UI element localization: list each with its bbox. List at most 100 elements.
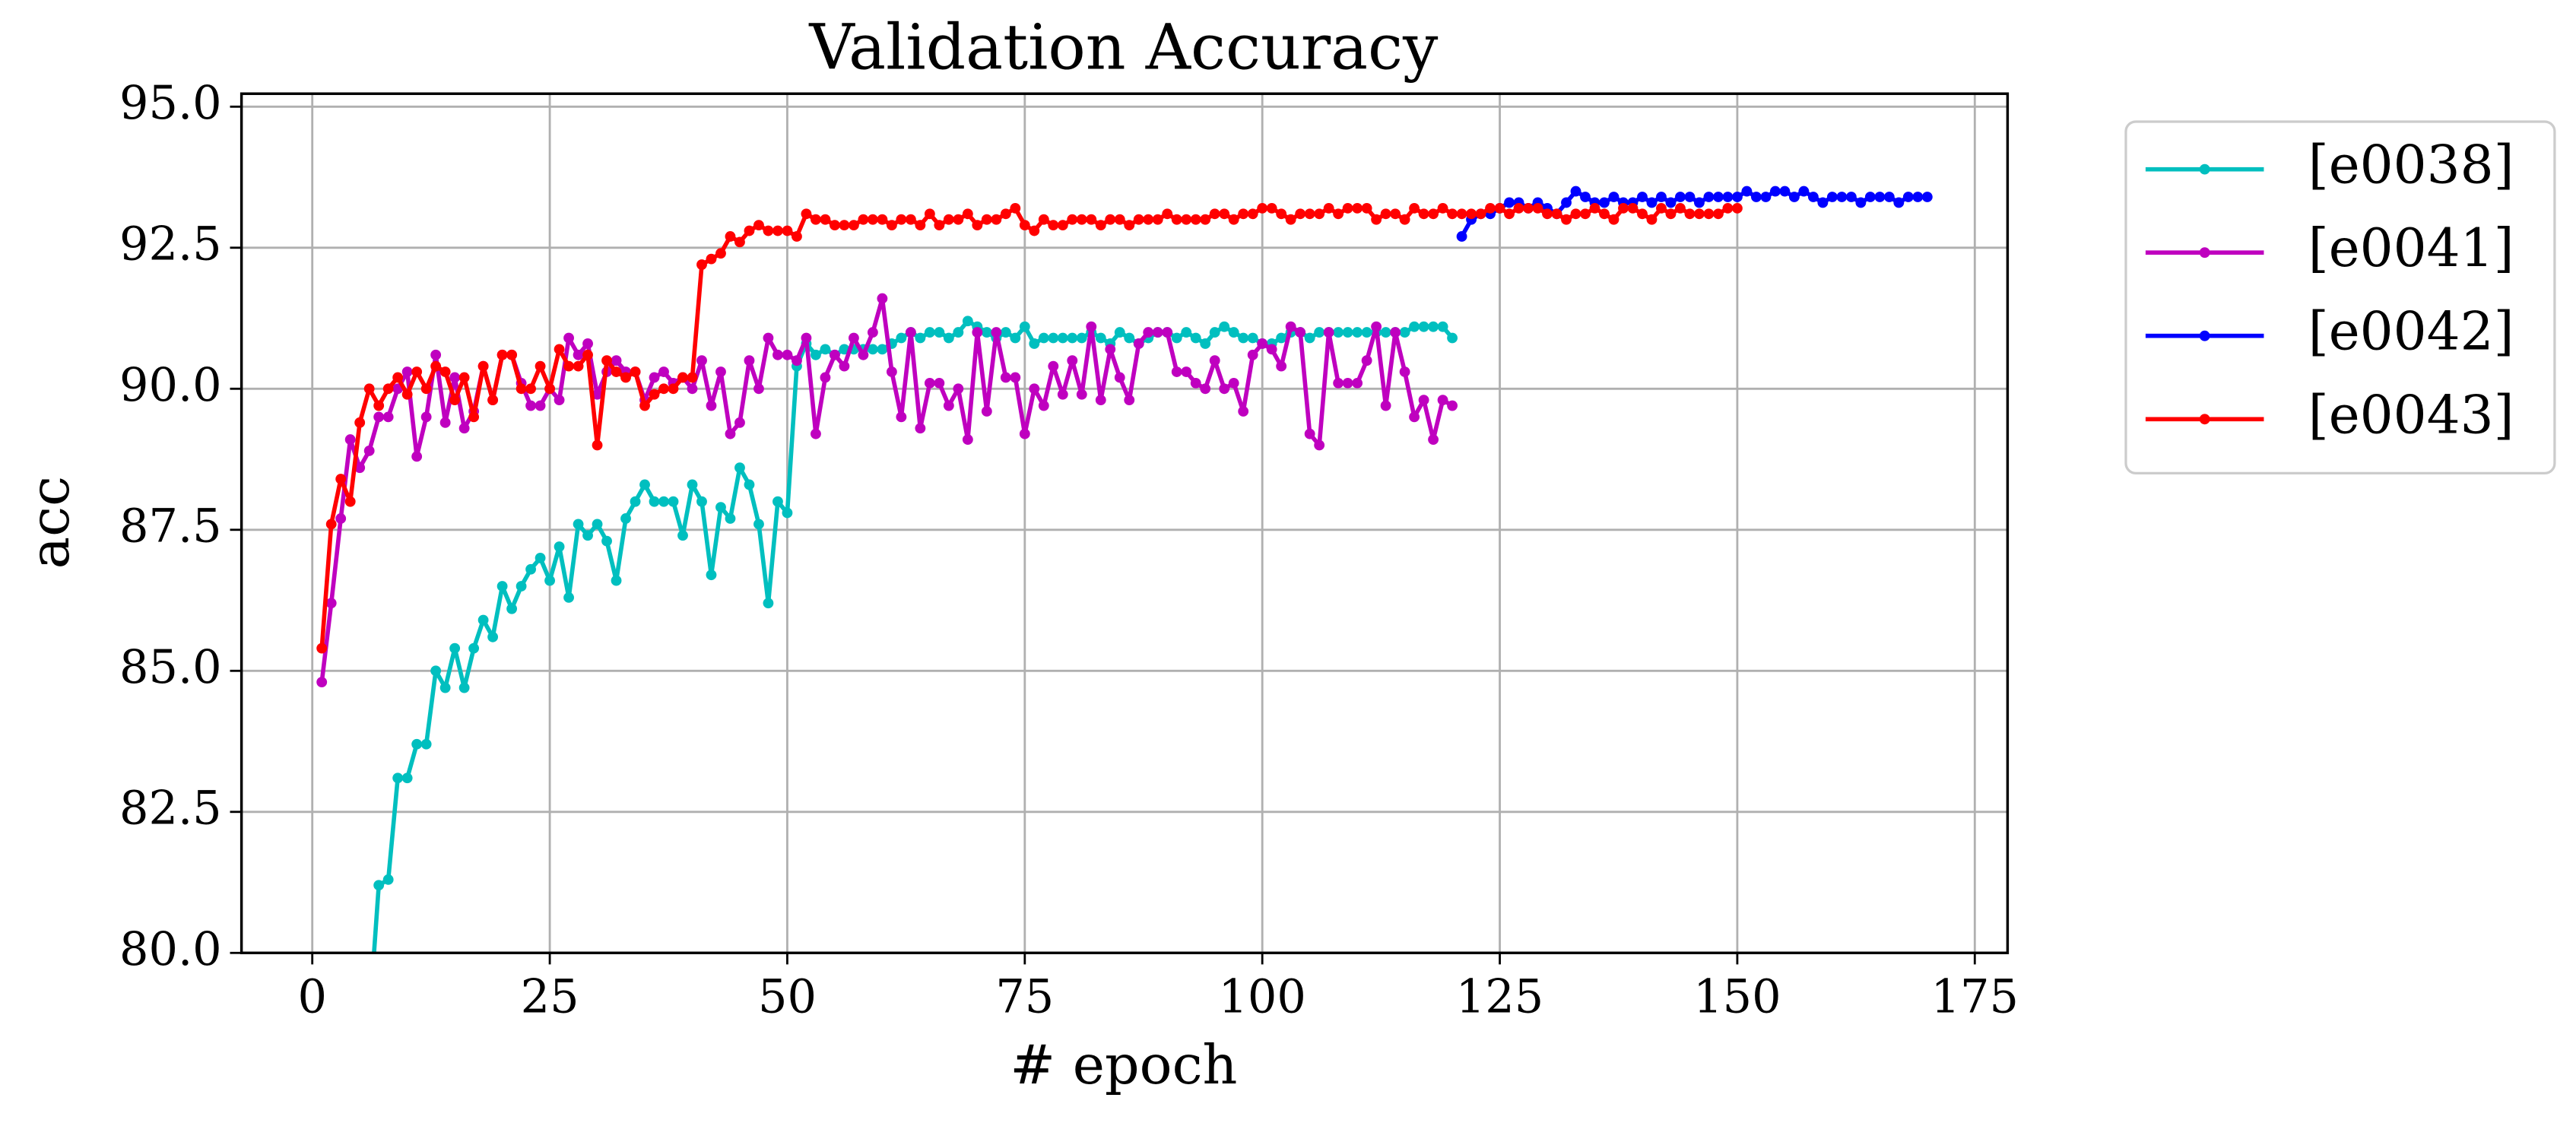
data-point <box>696 496 707 507</box>
data-point <box>601 355 612 366</box>
data-point <box>1247 208 1258 220</box>
data-point <box>1162 208 1173 220</box>
data-point <box>1228 377 1239 389</box>
data-point <box>715 366 726 377</box>
data-point <box>1200 214 1211 225</box>
data-point <box>943 332 954 344</box>
data-point <box>811 428 821 439</box>
data-point <box>1038 332 1049 344</box>
data-point <box>658 496 669 507</box>
data-point <box>1380 327 1391 338</box>
data-point <box>1000 372 1011 383</box>
data-point <box>1143 214 1154 225</box>
data-point <box>820 344 831 355</box>
data-point <box>687 479 698 490</box>
data-point <box>439 682 451 693</box>
data-point <box>554 344 565 355</box>
data-point <box>848 332 859 344</box>
data-point <box>477 360 489 372</box>
data-point <box>1314 327 1325 338</box>
data-point <box>1570 208 1581 220</box>
data-point <box>1162 327 1173 338</box>
data-point <box>363 446 375 456</box>
data-point <box>1029 225 1040 236</box>
data-point <box>867 214 878 225</box>
data-point <box>1713 208 1724 220</box>
x-axis-label: # epoch <box>1010 1033 1237 1096</box>
data-point <box>725 231 736 242</box>
data-point <box>1086 214 1097 225</box>
data-point <box>1817 197 1829 208</box>
data-point <box>1437 395 1448 406</box>
data-point <box>354 1089 365 1099</box>
data-point <box>430 349 442 360</box>
data-point <box>1333 377 1344 389</box>
data-point <box>563 592 574 603</box>
data-point <box>354 417 366 428</box>
data-point <box>364 1015 375 1026</box>
data-point <box>696 259 707 270</box>
data-point <box>753 383 764 395</box>
data-point <box>420 738 432 750</box>
data-point <box>1076 389 1087 400</box>
data-point <box>630 366 641 377</box>
data-point <box>401 366 413 377</box>
y-axis-label: acc <box>18 476 81 569</box>
data-point <box>801 208 812 220</box>
data-point <box>1456 208 1467 220</box>
data-point <box>848 220 859 231</box>
data-point <box>1428 208 1439 220</box>
data-point <box>1038 214 1049 225</box>
data-point <box>1418 208 1429 220</box>
data-point <box>1238 406 1249 417</box>
data-point <box>373 411 385 423</box>
data-point <box>1580 208 1591 220</box>
data-point <box>1067 355 1078 366</box>
data-point <box>1798 186 1810 197</box>
data-point <box>535 400 546 411</box>
data-point <box>1494 202 1505 214</box>
data-point <box>1399 214 1410 225</box>
data-point <box>1618 202 1629 214</box>
data-point <box>744 355 755 366</box>
data-point <box>630 496 641 507</box>
data-point <box>772 349 783 360</box>
data-point <box>1333 327 1344 338</box>
data-point <box>1247 332 1258 344</box>
data-point <box>420 411 432 423</box>
data-point <box>1561 214 1572 225</box>
legend-label: [e0042] <box>2308 302 2514 363</box>
data-point <box>582 349 593 360</box>
data-point <box>1076 214 1087 225</box>
data-point <box>1019 428 1030 439</box>
data-point <box>525 563 537 575</box>
data-point <box>1190 332 1201 344</box>
data-point <box>1105 344 1116 355</box>
data-point <box>611 366 622 377</box>
data-point <box>1466 208 1477 220</box>
data-point <box>544 575 555 586</box>
data-point <box>677 530 688 541</box>
data-point <box>420 383 432 395</box>
data-point <box>1048 220 1059 231</box>
data-point <box>1750 192 1762 202</box>
data-point <box>411 451 423 462</box>
data-point <box>1219 208 1230 220</box>
data-point <box>1048 360 1059 372</box>
data-point <box>1485 202 1496 214</box>
data-point <box>782 507 793 519</box>
data-point <box>1057 332 1068 344</box>
data-point <box>430 360 442 372</box>
data-point <box>373 400 385 411</box>
x-tick-label: 175 <box>1931 971 2019 1024</box>
data-point <box>1551 208 1562 220</box>
data-point <box>382 411 394 423</box>
data-point <box>1124 220 1135 231</box>
data-point <box>468 642 480 654</box>
y-tick-label: 90.0 <box>119 359 222 412</box>
data-point <box>867 344 878 355</box>
x-tick-label: 25 <box>521 971 579 1024</box>
data-point <box>1409 202 1420 214</box>
data-point <box>972 327 983 338</box>
